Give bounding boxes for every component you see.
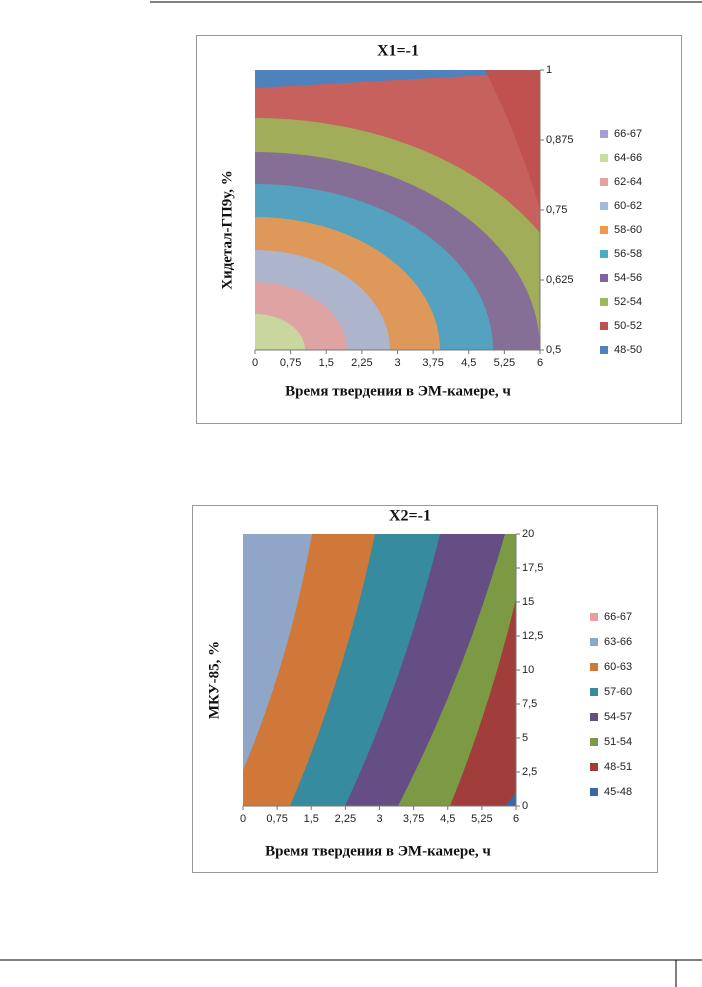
legend-label: 62-64 (614, 176, 642, 188)
legend-label: 63-66 (604, 636, 632, 648)
plot-area (255, 70, 540, 350)
contour-band (450, 598, 516, 806)
legend-swatch (590, 613, 598, 621)
legend-swatch (600, 202, 608, 210)
legend-label: 54-56 (614, 272, 642, 284)
x-tick-label: 0 (240, 813, 246, 825)
x-axis-label: Время твердения в ЭМ-камере, ч (265, 843, 491, 859)
y-axis-label: Хидетал-ГП9у, % (219, 170, 235, 290)
legend-swatch (590, 763, 598, 771)
chart-title: X2=-1 (389, 508, 431, 525)
legend-label: 50-52 (614, 320, 642, 332)
legend-label: 57-60 (604, 686, 632, 698)
x-tick-label: 5,25 (471, 813, 492, 825)
x-tick-label: 4,5 (440, 813, 455, 825)
y-tick-label: 20 (522, 528, 534, 540)
legend-label: 51-54 (604, 736, 632, 748)
contour-band (255, 314, 305, 350)
y-tick-label: 10 (522, 664, 534, 676)
x-tick-label: 3,75 (422, 357, 443, 369)
legend-swatch (600, 298, 608, 306)
legend-label: 56-58 (614, 248, 642, 260)
legend-swatch (590, 713, 598, 721)
legend-label: 64-66 (614, 152, 642, 164)
legend-label: 66-67 (604, 611, 632, 623)
y-tick-label: 0,625 (546, 274, 574, 286)
legend-label: 58-60 (614, 224, 642, 236)
x-tick-label: 2,25 (351, 357, 372, 369)
y-axis-label: МКУ-85, % (206, 641, 222, 719)
legend-label: 60-63 (604, 661, 632, 673)
contour-band (505, 791, 516, 806)
chart-title: X1=-1 (377, 43, 419, 60)
y-tick-label: 17,5 (522, 562, 543, 574)
legend-swatch (590, 638, 598, 646)
x-tick-label: 2,25 (335, 813, 356, 825)
x-tick-label: 1,5 (304, 813, 319, 825)
y-tick-label: 15 (522, 596, 534, 608)
x-tick-label: 5,25 (494, 357, 515, 369)
legend-swatch (600, 250, 608, 258)
legend-label: 54-57 (604, 711, 632, 723)
contour-band (255, 70, 540, 88)
legend-swatch (590, 663, 598, 671)
plot-area (243, 534, 516, 806)
legend-swatch (600, 178, 608, 186)
contour-band (485, 70, 540, 210)
y-tick-label: 2,5 (522, 766, 537, 778)
x-tick-label: 4,5 (461, 357, 476, 369)
legend-swatch (600, 322, 608, 330)
x-tick-label: 3 (394, 357, 400, 369)
x-tick-label: 3,75 (403, 813, 424, 825)
legend-swatch (600, 346, 608, 354)
x-tick-label: 6 (513, 813, 519, 825)
x-tick-label: 0,75 (266, 813, 287, 825)
legend-swatch (590, 738, 598, 746)
y-tick-label: 12,5 (522, 630, 543, 642)
legend-swatch (600, 130, 608, 138)
y-tick-label: 1 (546, 64, 552, 76)
legend-label: 48-50 (614, 344, 642, 356)
y-tick-label: 7,5 (522, 698, 537, 710)
y-tick-label: 0 (522, 800, 528, 812)
x-tick-label: 1,5 (319, 357, 334, 369)
legend-label: 45-48 (604, 786, 632, 798)
x-tick-label: 6 (537, 357, 543, 369)
y-tick-label: 0,75 (546, 204, 567, 216)
legend-swatch (600, 274, 608, 282)
legend-label: 66-67 (614, 128, 642, 140)
x-tick-label: 0 (252, 357, 258, 369)
legend-label: 60-62 (614, 200, 642, 212)
x-tick-label: 3 (376, 813, 382, 825)
legend-label: 48-51 (604, 761, 632, 773)
legend-swatch (590, 788, 598, 796)
y-tick-label: 0,875 (546, 134, 574, 146)
y-tick-label: 5 (522, 732, 528, 744)
legend-swatch (600, 154, 608, 162)
legend-swatch (600, 226, 608, 234)
x-axis-label: Время твердения в ЭМ-камере, ч (285, 383, 511, 399)
x-tick-label: 0,75 (280, 357, 301, 369)
legend-swatch (590, 688, 598, 696)
y-tick-label: 0,5 (546, 344, 561, 356)
legend-label: 52-54 (614, 296, 642, 308)
